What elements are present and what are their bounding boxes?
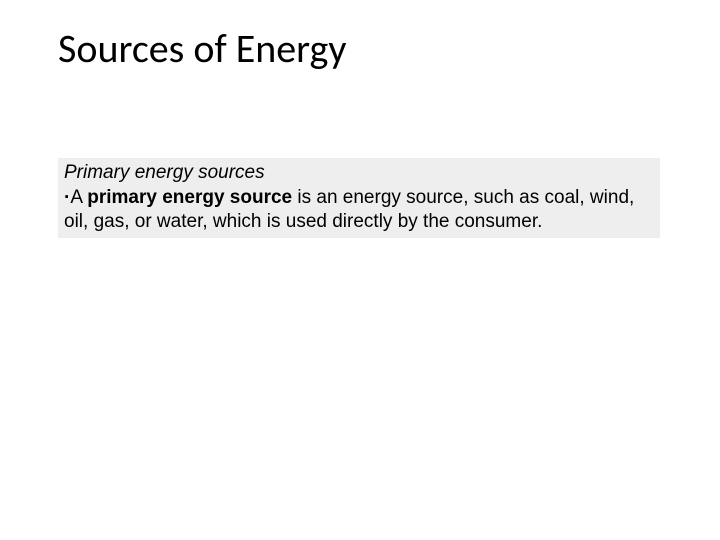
section-header: Primary energy sources [64,162,654,184]
content-box: Primary energy sources ·A primary energy… [58,158,660,238]
bullet-definition: ·A primary energy source is an energy so… [64,186,654,234]
bold-term: primary energy source [87,187,297,208]
article-text: A [70,187,87,208]
slide-title: Sources of Energy [58,24,346,73]
